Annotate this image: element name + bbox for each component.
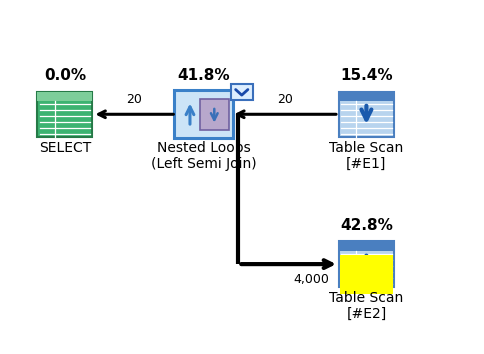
Text: SELECT: SELECT <box>39 141 91 155</box>
Text: 20: 20 <box>277 92 293 105</box>
Bar <box>339 92 394 137</box>
FancyBboxPatch shape <box>199 98 229 130</box>
Bar <box>339 241 394 251</box>
Bar <box>340 255 393 294</box>
Text: Table Scan
[#E1]: Table Scan [#E1] <box>329 141 404 171</box>
Text: 4,000: 4,000 <box>293 273 329 286</box>
Text: Table Scan
[#E2]: Table Scan [#E2] <box>329 291 404 321</box>
Text: 0.0%: 0.0% <box>44 68 86 83</box>
Bar <box>37 92 92 137</box>
Text: 41.8%: 41.8% <box>178 68 230 83</box>
FancyBboxPatch shape <box>231 84 253 99</box>
Bar <box>339 92 394 101</box>
Text: Nested Loops
(Left Semi Join): Nested Loops (Left Semi Join) <box>151 141 257 171</box>
Text: 42.8%: 42.8% <box>340 218 393 233</box>
Text: 20: 20 <box>126 92 142 105</box>
FancyBboxPatch shape <box>174 90 233 138</box>
Bar <box>37 92 92 101</box>
Text: 15.4%: 15.4% <box>340 68 393 83</box>
Bar <box>339 241 394 287</box>
